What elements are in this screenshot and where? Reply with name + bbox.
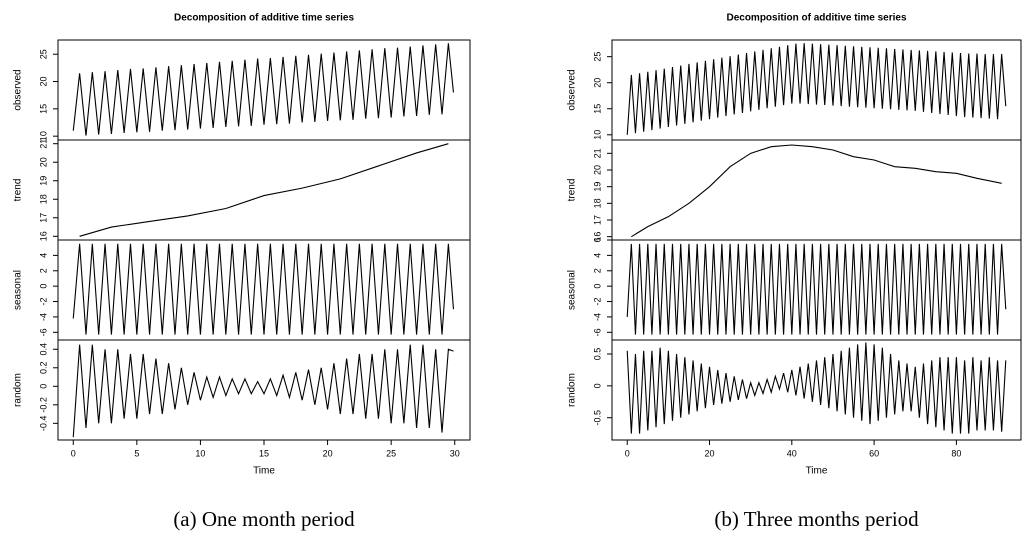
x-axis-label: Time [253, 466, 275, 477]
series-line [626, 43, 1007, 135]
y-tick-label: -0.4 [38, 416, 48, 432]
y-tick-label: 18 [592, 198, 602, 208]
series-line [79, 143, 449, 237]
y-tick-label: 25 [38, 49, 48, 59]
y-tick-label: 25 [592, 52, 602, 62]
caption: (a) One month period [173, 507, 355, 531]
x-tick-label: 40 [787, 448, 797, 458]
panel-frame [611, 39, 1022, 141]
y-tick-label: -4 [592, 313, 602, 321]
y-axis-label: seasonal [567, 270, 578, 310]
y-tick-label: 0.5 [592, 348, 602, 361]
y-tick-label: 4 [38, 253, 48, 258]
x-tick-label: 5 [134, 448, 139, 458]
x-tick-label: 25 [386, 448, 396, 458]
y-tick-label: 17 [38, 213, 48, 223]
series-line [631, 144, 1002, 238]
x-tick-label: 60 [869, 448, 879, 458]
y-tick-label: 4 [592, 253, 602, 258]
y-tick-label: 21 [592, 148, 602, 158]
y-tick-label: 2 [592, 268, 602, 273]
y-tick-label: -0.5 [592, 410, 602, 426]
y-tick-label: 0 [38, 384, 48, 389]
y-tick-label: 15 [592, 104, 602, 114]
y-tick-label: 20 [592, 78, 602, 88]
y-axis-label: observed [567, 69, 578, 110]
y-tick-label: 2 [38, 268, 48, 273]
series-line [72, 243, 455, 335]
y-tick-label: 16 [592, 232, 602, 242]
y-tick-label: 6 [592, 237, 602, 242]
y-tick-label: 15 [38, 104, 48, 114]
y-axis-label: random [13, 373, 24, 407]
x-tick-label: 0 [71, 448, 76, 458]
y-tick-label: 17 [592, 215, 602, 225]
x-tick-label: 20 [705, 448, 715, 458]
x-tick-label: 20 [323, 448, 333, 458]
caption: (b) Three months period [714, 507, 919, 531]
y-tick-label: -2 [592, 298, 602, 306]
panel-frame [611, 339, 1022, 441]
panel-frame [611, 139, 1022, 241]
y-tick-label: -6 [38, 328, 48, 336]
x-tick-label: 0 [625, 448, 630, 458]
y-tick-label: 21 [38, 139, 48, 149]
x-tick-label: 80 [951, 448, 961, 458]
y-tick-label: 0 [592, 383, 602, 388]
x-axis-label: Time [806, 466, 828, 477]
x-tick-label: 30 [450, 448, 460, 458]
y-tick-label: 0 [592, 284, 602, 289]
y-tick-label: 20 [38, 77, 48, 87]
x-tick-label: 10 [195, 448, 205, 458]
y-tick-label: 10 [38, 131, 48, 141]
panel-frame [57, 339, 471, 441]
series-line [72, 43, 455, 136]
y-tick-label: 0.2 [38, 362, 48, 375]
panel-frame [57, 139, 471, 241]
y-axis-label: seasonal [13, 270, 24, 310]
y-tick-label: 0.4 [38, 343, 48, 356]
x-tick-label: 15 [259, 448, 269, 458]
y-tick-label: 20 [38, 157, 48, 167]
chart-title: Decomposition of additive time series [726, 13, 906, 24]
y-tick-label: 20 [592, 165, 602, 175]
y-tick-label: 0 [38, 284, 48, 289]
y-tick-label: 19 [592, 182, 602, 192]
series-line [626, 342, 1007, 434]
y-tick-label: 19 [38, 176, 48, 186]
y-tick-label: -4 [38, 313, 48, 321]
y-tick-label: 18 [38, 194, 48, 204]
panel-frame [57, 239, 471, 341]
y-tick-label: 16 [38, 231, 48, 241]
y-axis-label: observed [13, 69, 24, 110]
y-axis-label: random [567, 373, 578, 407]
chart-title: Decomposition of additive time series [174, 13, 354, 24]
y-tick-label: -0.2 [38, 397, 48, 413]
series-line [626, 243, 1007, 335]
y-tick-label: -6 [592, 328, 602, 336]
y-tick-label: -2 [38, 298, 48, 306]
series-line [72, 344, 454, 438]
y-axis-label: trend [13, 179, 24, 202]
y-axis-label: trend [567, 179, 578, 202]
y-tick-label: 10 [592, 130, 602, 140]
